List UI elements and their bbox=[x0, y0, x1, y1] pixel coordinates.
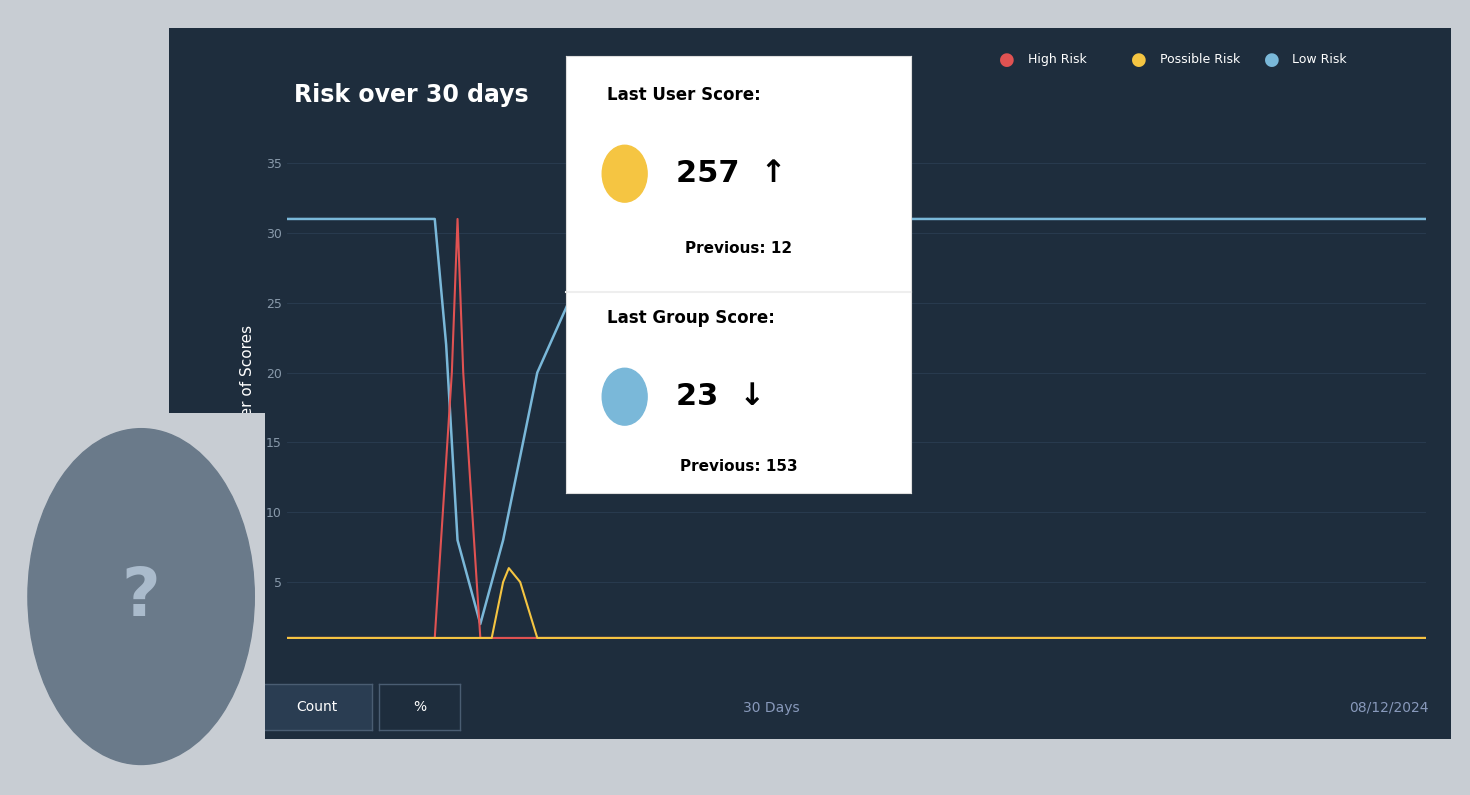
Text: Count: Count bbox=[295, 700, 338, 714]
Text: Previous: 12: Previous: 12 bbox=[685, 241, 792, 255]
Text: 30 Days: 30 Days bbox=[744, 700, 800, 715]
Circle shape bbox=[603, 368, 647, 425]
Text: Last User Score:: Last User Score: bbox=[607, 86, 761, 104]
Text: %: % bbox=[413, 700, 426, 714]
Text: Risk over 30 days: Risk over 30 days bbox=[294, 83, 529, 107]
Text: Possible Risk: Possible Risk bbox=[1160, 53, 1241, 66]
Text: 23  ↓: 23 ↓ bbox=[676, 382, 766, 411]
Text: Last Group Score:: Last Group Score: bbox=[607, 309, 775, 328]
Text: Previous: 153: Previous: 153 bbox=[679, 460, 798, 474]
Text: High Risk: High Risk bbox=[1028, 53, 1086, 66]
Text: ●: ● bbox=[1132, 51, 1147, 68]
Text: ?: ? bbox=[122, 564, 160, 630]
Text: 08/12/2024: 08/12/2024 bbox=[1349, 700, 1429, 715]
Text: ●: ● bbox=[1000, 51, 1014, 68]
Text: ●: ● bbox=[1264, 51, 1279, 68]
Text: 257  ↑: 257 ↑ bbox=[676, 159, 786, 188]
Y-axis label: Number of Scores: Number of Scores bbox=[240, 325, 254, 462]
Text: Low Risk: Low Risk bbox=[1292, 53, 1347, 66]
Circle shape bbox=[28, 429, 254, 765]
Circle shape bbox=[603, 145, 647, 202]
